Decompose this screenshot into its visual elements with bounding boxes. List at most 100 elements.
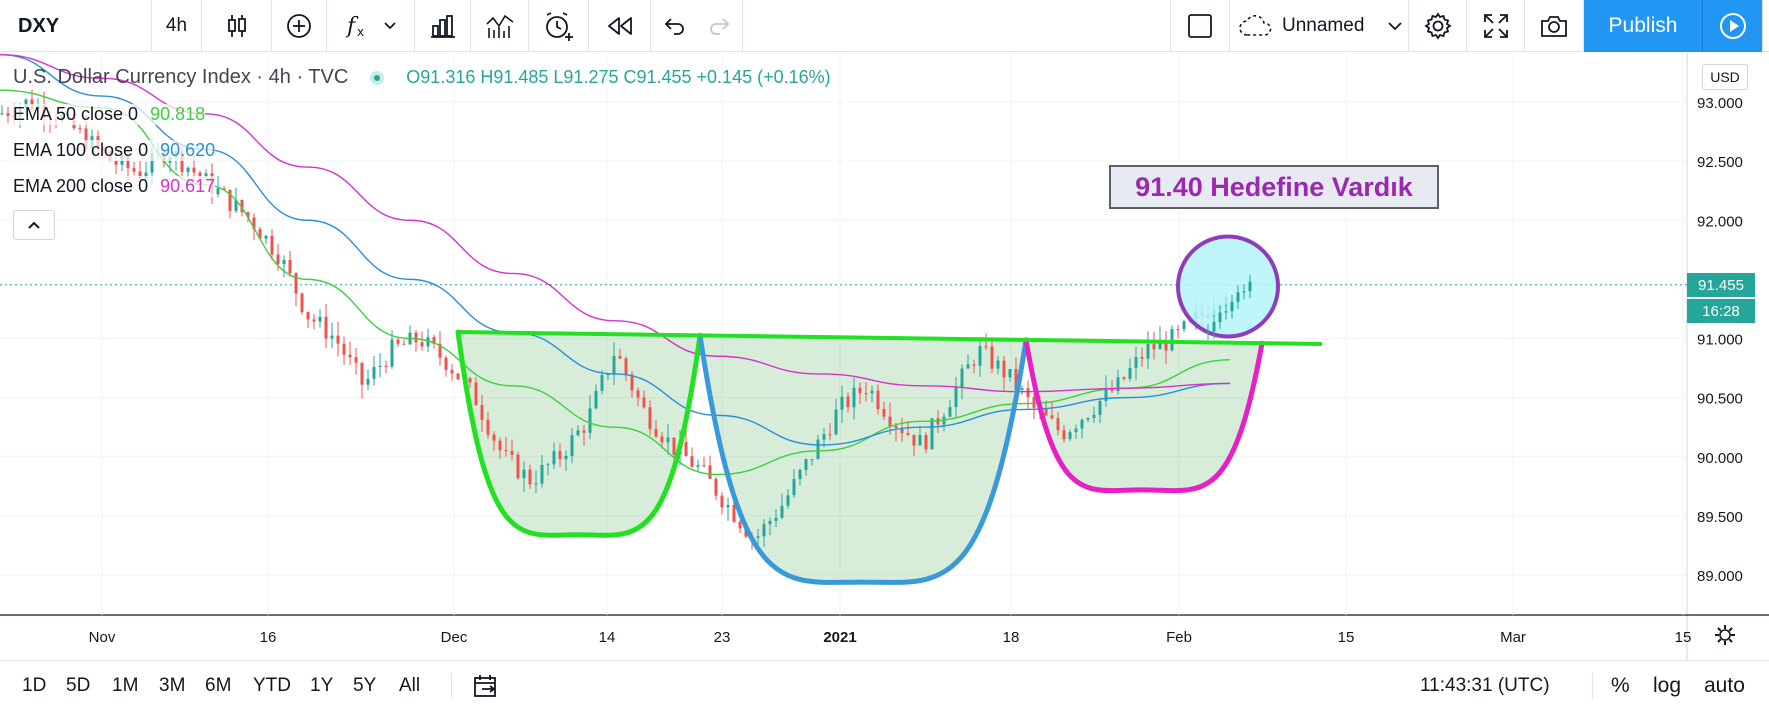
candle-body (306, 312, 310, 320)
legend-collapse-button[interactable] (13, 210, 55, 240)
candle-body (696, 465, 700, 467)
range-5y[interactable]: 5Y (353, 675, 377, 696)
chart-style-button[interactable] (202, 0, 272, 52)
candle-body (450, 369, 454, 374)
fullscreen-button[interactable] (1467, 0, 1525, 52)
candle-body (618, 356, 622, 359)
layout-button[interactable] (1170, 0, 1230, 52)
candle-body (186, 167, 190, 172)
legend-ema50[interactable]: EMA 50 close 0 90.818 (13, 104, 206, 125)
legend-ema100[interactable]: EMA 100 close 0 90.620 (13, 140, 216, 161)
currency-label[interactable]: USD (1702, 64, 1748, 90)
save-layout-button[interactable]: Unnamed (1230, 0, 1409, 52)
candle-body (6, 113, 10, 116)
percent-scale-toggle[interactable]: % (1611, 674, 1630, 697)
candle-body (390, 339, 394, 367)
range-1y[interactable]: 1Y (310, 675, 334, 696)
fullscreen-icon (1483, 14, 1508, 38)
candle-body (714, 478, 718, 496)
candle-body (360, 362, 364, 385)
candle-body (528, 469, 532, 485)
candle-body (468, 378, 472, 383)
candle-body (1104, 388, 1108, 401)
candle-body (948, 407, 952, 417)
candle-body (576, 430, 580, 436)
range-all[interactable]: All (399, 675, 421, 696)
log-scale-toggle[interactable]: log (1653, 674, 1682, 697)
left-shoulder-cup (455, 329, 703, 538)
candle-body (600, 375, 604, 391)
financials-button[interactable] (415, 0, 471, 52)
range-1d[interactable]: 1D (22, 675, 47, 696)
candle-body (1014, 369, 1018, 391)
redo-button[interactable] (697, 0, 743, 52)
candle-body (672, 437, 676, 455)
chart-grid (0, 53, 1769, 660)
time-tick-label: Feb (1166, 629, 1192, 646)
axis-settings-icon (1715, 625, 1735, 645)
candle-body (366, 378, 370, 385)
undo-button[interactable] (651, 0, 697, 52)
candle-body (804, 459, 808, 470)
candle-body (636, 390, 640, 398)
symbol-search[interactable]: DXY (0, 0, 152, 52)
interval-button[interactable]: 4h (152, 0, 202, 52)
ema200-value: 90.617 (160, 176, 216, 196)
candle-body (150, 152, 154, 173)
range-5d[interactable]: 5D (66, 675, 91, 696)
target-annotation-label[interactable]: 91.40 Hedefine Vardık (1109, 165, 1439, 209)
candle-body (738, 521, 742, 529)
candle-body (1086, 418, 1090, 420)
time-tick-label: 15 (1338, 629, 1355, 646)
chart-canvas[interactable]: 93.000 92.500 92.000 91.000 90.500 90.000 89.5… (0, 53, 1769, 660)
auto-scale-toggle[interactable]: auto (1704, 674, 1745, 697)
alert-button[interactable] (529, 0, 589, 52)
candle-body (342, 343, 346, 355)
candle-body (768, 520, 772, 525)
clock[interactable]: 11:43:31 (UTC) (1420, 675, 1550, 696)
candle-body (1092, 414, 1096, 419)
cloud-icon (1239, 15, 1272, 36)
candle-body (786, 495, 790, 506)
camera-icon (1541, 16, 1567, 37)
legend-ema200[interactable]: EMA 200 close 0 90.617 (13, 176, 216, 197)
legend-symbol-title[interactable]: U.S. Dollar Currency Index · 4h · TVC (13, 66, 349, 88)
range-1m[interactable]: 1M (112, 675, 139, 696)
compare-button[interactable] (272, 0, 327, 52)
range-6m[interactable]: 6M (205, 675, 232, 696)
candle-body (222, 188, 226, 190)
calendar-goto-icon (474, 675, 496, 697)
candle-body (894, 426, 898, 428)
goto-date-button[interactable] (472, 661, 500, 711)
ema100-label: EMA 100 close 0 (13, 140, 149, 160)
candle-body (882, 408, 886, 417)
candle-body (774, 517, 778, 521)
candle-body (720, 495, 724, 508)
replay-button[interactable] (589, 0, 651, 52)
publish-button[interactable]: Publish (1584, 0, 1703, 52)
candle-body (708, 465, 712, 479)
settings-button[interactable] (1409, 0, 1467, 52)
snapshot-button[interactable] (1525, 0, 1584, 52)
candle-body (852, 387, 856, 408)
templates-button[interactable] (471, 0, 529, 52)
range-ytd[interactable]: YTD (253, 675, 291, 696)
time-tick-label: 2021 (823, 629, 856, 646)
candle-body (1074, 428, 1078, 433)
candle-body (648, 407, 652, 430)
candle-body (660, 436, 664, 443)
candle-body (1170, 329, 1174, 351)
candle-body (258, 229, 262, 239)
legend-title-row: U.S. Dollar Currency Index · 4h · TVC O9… (13, 66, 831, 89)
candle-body (1218, 312, 1222, 322)
candle-body (246, 212, 250, 218)
candle-body (492, 434, 496, 441)
range-3m[interactable]: 3M (159, 675, 186, 696)
pattern-fills (458, 332, 1262, 583)
ema100-value: 90.620 (160, 140, 216, 160)
candle-body (252, 217, 256, 230)
ideas-stream-button[interactable] (1703, 0, 1763, 52)
time-axis: Nov 16 Dec 14 23 2021 18 Feb 15 Mar 15 (89, 625, 1735, 646)
candle-body (1236, 292, 1240, 302)
